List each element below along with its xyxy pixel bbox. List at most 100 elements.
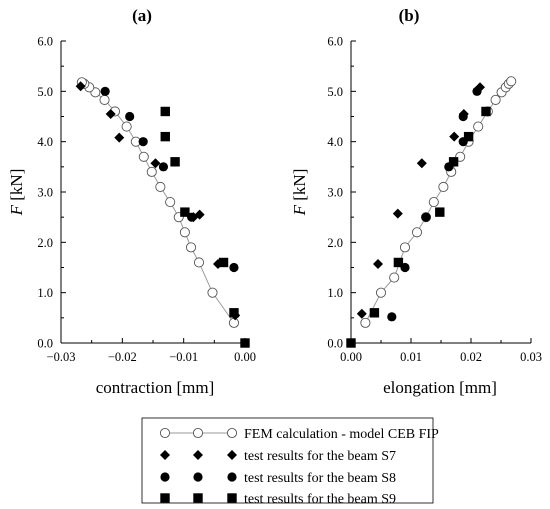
- beam-s9-point: [218, 257, 229, 268]
- x-axis-label-b: elongation [mm]: [383, 378, 497, 397]
- beam-s9-point: [448, 157, 459, 167]
- x-tick-label: −0.02: [108, 350, 137, 364]
- legend-marker-2: [193, 450, 203, 460]
- beam-s9-point: [346, 338, 356, 348]
- chart-b: (b) 0.01.02.03.04.05.06.00.00 0.01 0.02 0.0…: [290, 6, 542, 397]
- fem-point: [185, 242, 197, 253]
- beam-s7-point: [105, 108, 116, 119]
- fem-point: [506, 76, 517, 87]
- beam-s7-point: [416, 158, 427, 169]
- beam-s9-point: [393, 257, 404, 268]
- beam-s7-point: [150, 158, 161, 169]
- legend-marker-4: [227, 493, 237, 503]
- x-tick-label: 0.00: [234, 350, 256, 364]
- fem-point: [207, 287, 218, 298]
- beam-s8-point: [158, 162, 169, 172]
- plot-area-a: 0.0 1.0 2.0 3.0 4.0 5.0 6.0 −0.03 −0.02 −0.01 0.00: [37, 35, 256, 365]
- fem-point: [438, 181, 449, 193]
- beam-s9-point: [463, 131, 474, 142]
- beam-s8-point: [229, 262, 239, 273]
- y-tick-label: 1.0: [37, 286, 53, 300]
- legend-marker-1: [192, 427, 204, 439]
- x-tick-label: 0.02: [460, 350, 482, 364]
- legend-marker-4: [160, 493, 170, 503]
- beam-s8-point: [125, 111, 135, 122]
- legend-marker-3: [227, 472, 237, 482]
- legend-marker-3: [193, 472, 203, 482]
- fem-point: [165, 197, 176, 208]
- legend-label-3: test results for the beam S8: [244, 471, 396, 486]
- y-axis-label-b: F [kN]: [290, 169, 309, 217]
- legend-frame: [141, 417, 434, 504]
- legend-marker-1: [159, 427, 171, 439]
- beam-s9-point: [180, 207, 190, 217]
- legend-marker-2: [227, 450, 237, 460]
- legend-marker-1: [226, 427, 238, 439]
- x-tick-label: −0.03: [47, 350, 76, 364]
- y-tick-label: 1.0: [327, 286, 343, 300]
- beam-s8-point: [472, 86, 482, 96]
- fem-point: [490, 94, 501, 105]
- beam-s9-point: [481, 106, 491, 117]
- beam-s8-point: [138, 137, 148, 147]
- beam-s8-point: [387, 312, 397, 322]
- fem-point: [99, 94, 110, 105]
- beam-s7-point: [392, 208, 403, 219]
- panel-label-a: (a): [132, 6, 152, 25]
- beam-s9-point: [435, 207, 445, 217]
- x-axis-label-a: contraction [mm]: [96, 378, 215, 397]
- fem-point: [428, 197, 439, 208]
- beam-s7-point: [449, 131, 460, 142]
- x-tick-label: −0.01: [169, 350, 198, 364]
- fem-point: [375, 287, 387, 298]
- y-tick-label: 4.0: [327, 135, 343, 149]
- fem-point: [389, 272, 400, 283]
- beam-s7-point: [373, 258, 383, 269]
- beam-s9-point: [160, 131, 170, 142]
- y-tick-label: 3.0: [327, 186, 343, 200]
- legend-label-1: FEM calculation - model CEB FIP: [244, 427, 439, 442]
- fem-point: [411, 227, 423, 238]
- fem-point: [228, 317, 240, 328]
- legend: FEM calculation - model CEB FIP test resu…: [141, 417, 439, 507]
- fem-point: [155, 181, 166, 193]
- y-tick-label: 0.0: [37, 337, 53, 351]
- beam-s8-point: [100, 86, 110, 96]
- y-tick-label: 0.0: [327, 337, 343, 351]
- fem-point: [121, 121, 132, 132]
- x-tick-label: 0.00: [340, 350, 362, 364]
- legend-label-4: test results for the beam S9: [244, 492, 396, 507]
- fem-point: [138, 151, 149, 162]
- y-tick-label: 4.0: [37, 135, 53, 149]
- y-axis-label-a: F [kN]: [7, 169, 26, 217]
- panel-label-b: (b): [399, 6, 420, 25]
- x-tick-label: 0.01: [400, 350, 422, 364]
- y-tick-label: 2.0: [37, 236, 53, 250]
- beam-s7-point: [114, 132, 125, 143]
- beam-s8-point: [458, 111, 468, 122]
- fem-point: [399, 242, 411, 253]
- plot-area-b: 0.0 1.0 2.0 3.0 4.0 5.0 6.0 0.00 0.01 0.02 0.03: [327, 35, 542, 365]
- fem-point: [146, 166, 157, 177]
- legend-marker-2: [160, 450, 170, 460]
- y-tick-label: 3.0: [37, 186, 53, 200]
- fem-series-line: [81, 81, 235, 324]
- beam-s9-point: [240, 338, 250, 348]
- y-tick-label: 6.0: [327, 35, 343, 49]
- legend-marker-3: [160, 472, 170, 482]
- y-tick-label: 5.0: [37, 85, 53, 99]
- fem-point: [360, 317, 371, 328]
- x-tick-label: 0.03: [520, 350, 542, 364]
- legend-marker-4: [193, 493, 203, 503]
- beam-s9-point: [369, 308, 380, 318]
- beam-s9-point: [170, 157, 180, 167]
- y-tick-label: 6.0: [37, 35, 53, 49]
- fem-point: [193, 257, 205, 268]
- chart-a: (a) 0.0 1.0 2.0 3.0 4.0 5.0 6.0 −0.03 −0.02 −0.01…: [7, 6, 256, 397]
- beam-s9-point: [160, 106, 170, 117]
- legend-label-2: test results for the beam S7: [244, 449, 396, 464]
- beam-s9-point: [229, 308, 239, 318]
- beam-s7-point: [356, 308, 367, 319]
- beam-s7-point: [75, 81, 86, 92]
